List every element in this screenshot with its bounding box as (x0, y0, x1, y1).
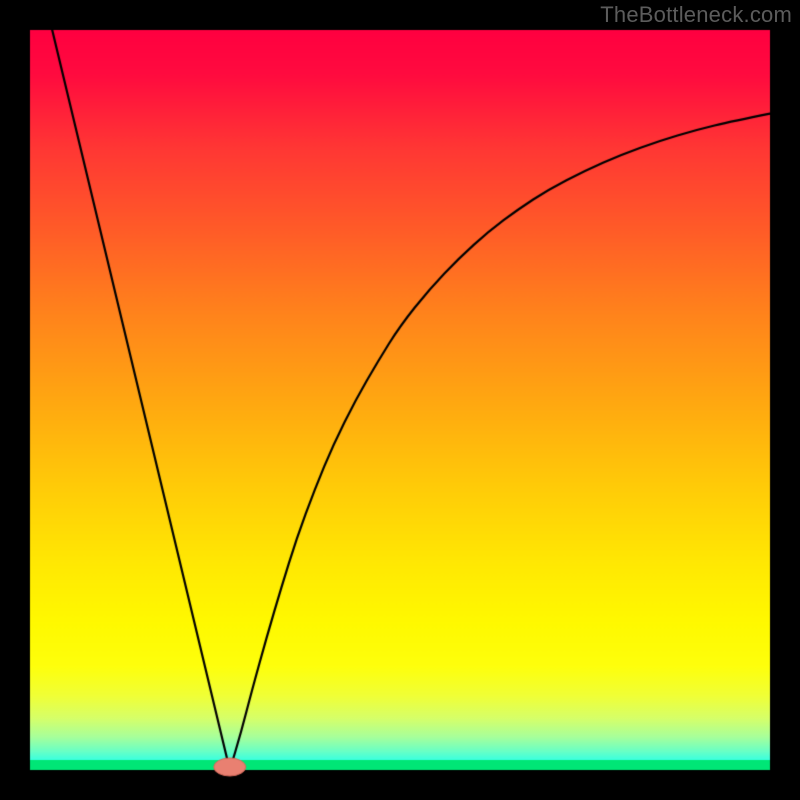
chart-container: TheBottleneck.com (0, 0, 800, 800)
bottleneck-chart-canvas (0, 0, 800, 800)
